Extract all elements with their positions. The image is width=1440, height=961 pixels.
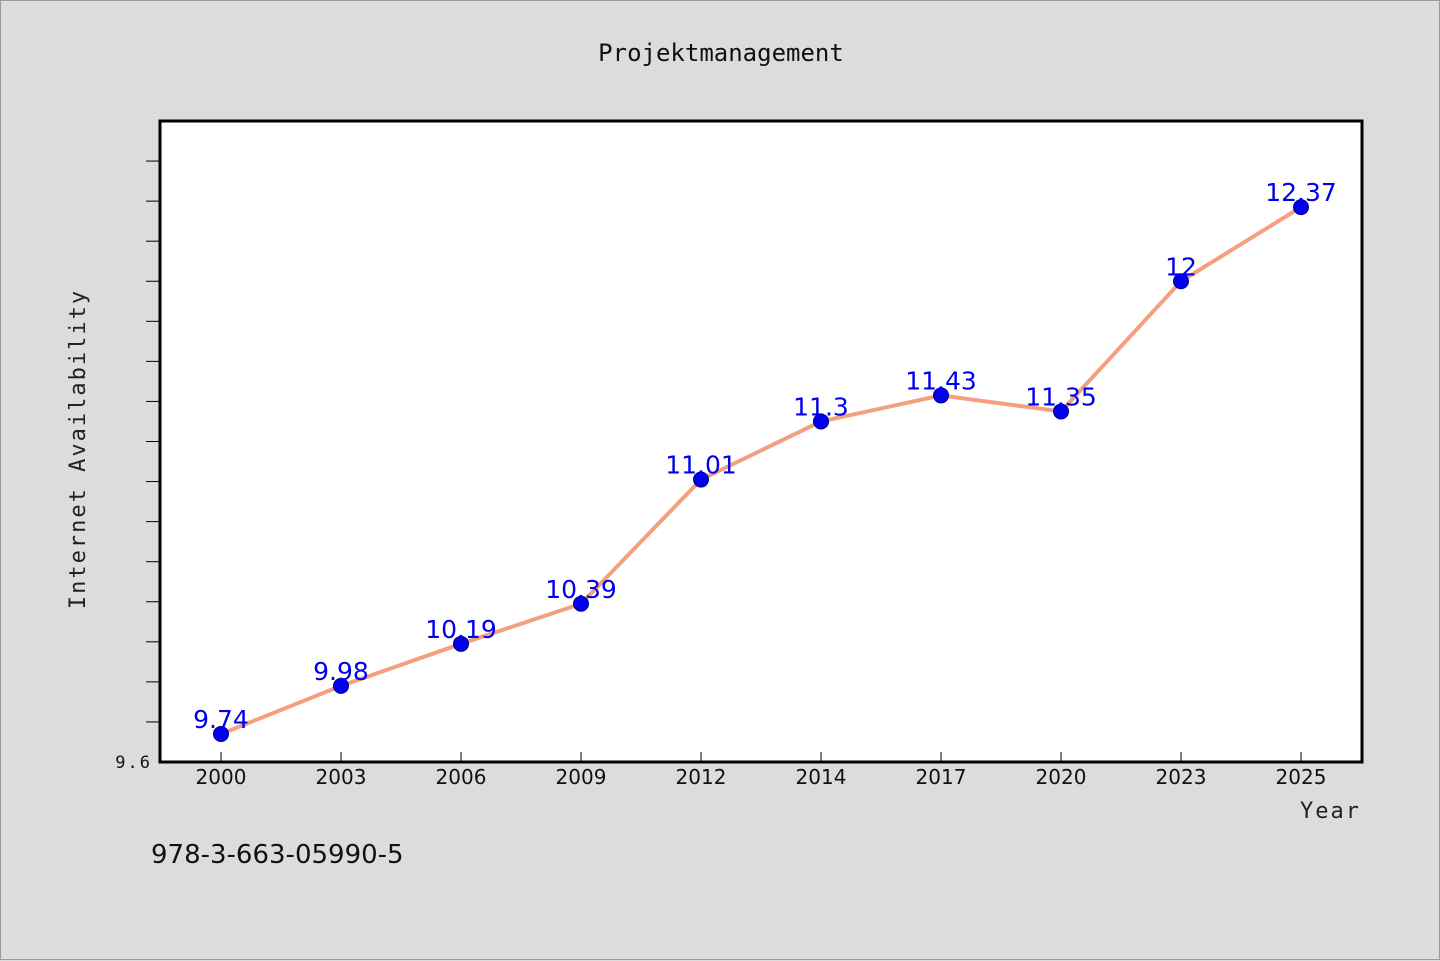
data-point — [813, 413, 829, 430]
series-line — [219, 205, 1303, 736]
data-label: 10.19 — [425, 615, 497, 644]
data-point — [1053, 403, 1069, 420]
data-point — [573, 595, 589, 612]
x-axis-ticks: 2000 2003 2006 2009 2012 2014 2017 2020 2023 2025 — [196, 752, 1327, 789]
data-point — [213, 725, 229, 742]
data-point — [693, 471, 709, 488]
data-label: 9.98 — [313, 657, 369, 686]
data-label-layer: 9.74 9.98 10.19 10.39 11.01 11.3 11.43 11.35 12 1… — [193, 178, 1337, 734]
data-label: 10.39 — [545, 575, 617, 604]
x-tick-label: 2000 — [196, 765, 247, 789]
data-label: 11.3 — [793, 392, 849, 421]
data-point — [933, 387, 949, 404]
chart-title: Projektmanagement — [598, 39, 844, 67]
isbn-text: 978-3-663-05990-5 — [151, 840, 404, 870]
x-tick-label: 2003 — [316, 765, 367, 789]
data-label: 12 — [1165, 252, 1197, 281]
data-point — [1293, 199, 1309, 216]
x-tick-label: 2006 — [436, 765, 487, 789]
y-axis-label: Internet Availability — [66, 289, 91, 609]
x-tick-label: 2014 — [796, 765, 847, 789]
y-tick-label: 9.6 — [115, 753, 152, 773]
plot-area — [158, 119, 1364, 764]
data-point — [1173, 273, 1189, 290]
x-tick-label: 2012 — [676, 765, 727, 789]
y-axis-ticks: 9.6 — [115, 160, 160, 773]
data-point — [333, 677, 349, 694]
data-point — [453, 635, 469, 652]
x-axis-label: Year — [1300, 799, 1361, 824]
data-label: 11.01 — [665, 451, 737, 480]
data-label: 9.74 — [193, 705, 249, 734]
data-label: 11.43 — [905, 366, 977, 395]
data-label: 11.35 — [1025, 382, 1097, 411]
x-tick-label: 2009 — [556, 765, 607, 789]
x-tick-label: 2020 — [1036, 765, 1087, 789]
x-tick-label: 2017 — [916, 765, 967, 789]
x-tick-label: 2023 — [1156, 765, 1207, 789]
data-label: 12.37 — [1265, 178, 1337, 207]
x-tick-label: 2025 — [1276, 765, 1327, 789]
series-layer — [213, 199, 1309, 742]
